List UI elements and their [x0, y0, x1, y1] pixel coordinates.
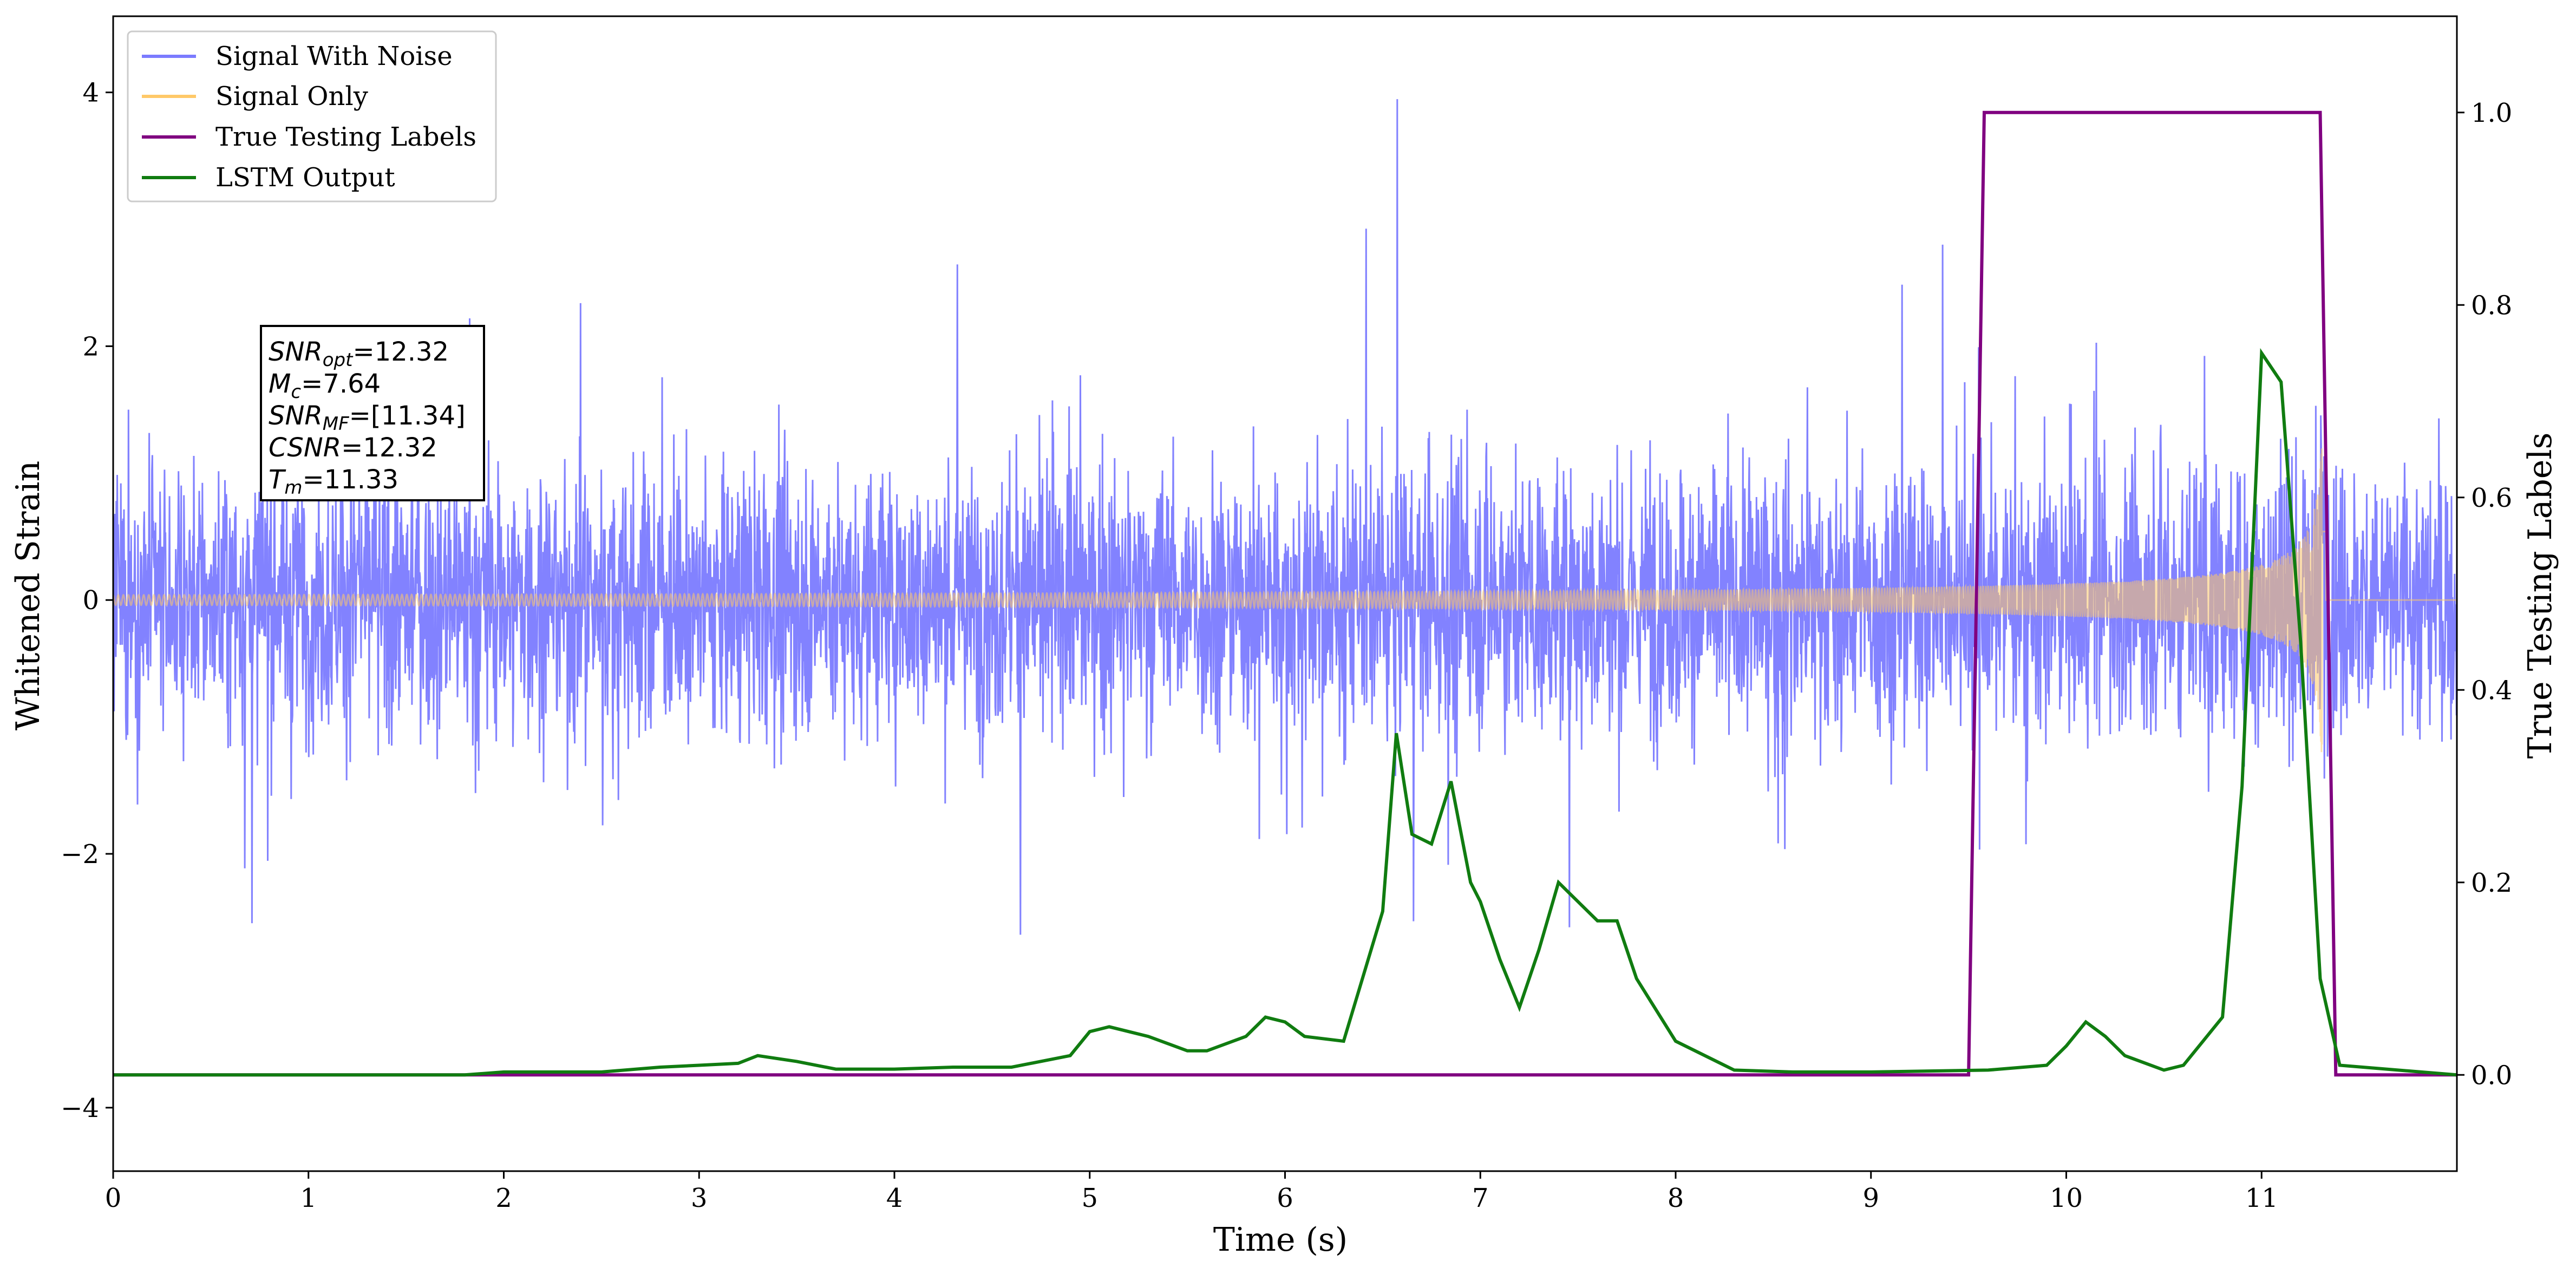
x-tick-label: 6: [1277, 1183, 1293, 1213]
legend-label-true-testing-labels: True Testing Labels: [215, 122, 476, 152]
x-tick-label: 7: [1472, 1183, 1489, 1213]
y-right-tick-label: 0.6: [2471, 483, 2512, 513]
x-tick-label: 9: [1862, 1183, 1879, 1213]
y-axis-right-ticks: 0.0 0.2 0.4 0.6 0.8 1.0: [2457, 98, 2512, 1090]
x-tick-label: 3: [691, 1183, 708, 1213]
y-right-tick-label: 0.8: [2471, 290, 2512, 321]
signal-with-noise-series: [113, 99, 2457, 935]
y-axis-left-ticks: −4 −2 0 2 4: [61, 78, 113, 1123]
annotation-merger-time: Tm=11.33: [269, 465, 398, 499]
y-right-tick-label: 0.2: [2471, 868, 2512, 898]
y-right-tick-label: 1.0: [2471, 98, 2512, 128]
true-testing-labels-line: [113, 110, 2457, 1077]
annotation-frame: [260, 325, 485, 501]
y-left-tick-label: 2: [82, 331, 99, 362]
annotation-csnr: CSNR=12.32: [269, 433, 437, 463]
x-axis-label: Time (s): [1213, 1221, 1348, 1259]
legend-label-signal-only: Signal Only: [215, 81, 368, 112]
signal-only-line: [113, 448, 2457, 753]
y-left-tick-label: −4: [61, 1093, 99, 1123]
annotation-chirp-mass: Mc=7.64: [269, 369, 381, 403]
legend-frame: [127, 30, 497, 202]
y-axis-left-label: Whitened Strain: [9, 461, 47, 730]
signal-with-noise-line: [113, 99, 2457, 935]
x-tick-label: 2: [495, 1183, 512, 1213]
annotation-box: SNRopt=12.32 Mc=7.64 SNRMF=[11.34] CSNR=…: [260, 325, 485, 501]
y-right-tick-label: 0.4: [2471, 675, 2512, 705]
x-tick-label: 4: [886, 1183, 903, 1213]
y-left-tick-label: 0: [82, 585, 99, 616]
y-left-tick-label: 4: [82, 78, 99, 108]
x-tick-label: 8: [1668, 1183, 1684, 1213]
legend-label-signal-with-noise: Signal With Noise: [215, 41, 453, 71]
x-axis-ticks: 0 1 2 3 4 5 6 7 8 9 10 11: [105, 1171, 2278, 1213]
x-tick-label: 11: [2245, 1183, 2278, 1213]
legend-label-lstm-output: LSTM Output: [215, 162, 395, 193]
plot-area: [113, 99, 2457, 1077]
x-tick-label: 5: [1081, 1183, 1098, 1213]
annotation-snr-mf: SNRMF=[11.34]: [269, 401, 466, 435]
annotation-snr-opt: SNRopt=12.32: [269, 337, 449, 371]
x-tick-label: 1: [300, 1183, 317, 1213]
y-right-tick-label: 0.0: [2471, 1060, 2512, 1090]
y-axis-right-label: True Testing Labels: [2521, 433, 2559, 759]
signal-only-series: [113, 448, 2457, 753]
x-tick-label: 0: [105, 1183, 122, 1213]
legend: Signal With Noise Signal Only True Testi…: [127, 30, 497, 202]
lstm-output-line: [113, 348, 2457, 1077]
y-left-tick-label: −2: [61, 839, 99, 870]
x-tick-label: 10: [2050, 1183, 2083, 1213]
